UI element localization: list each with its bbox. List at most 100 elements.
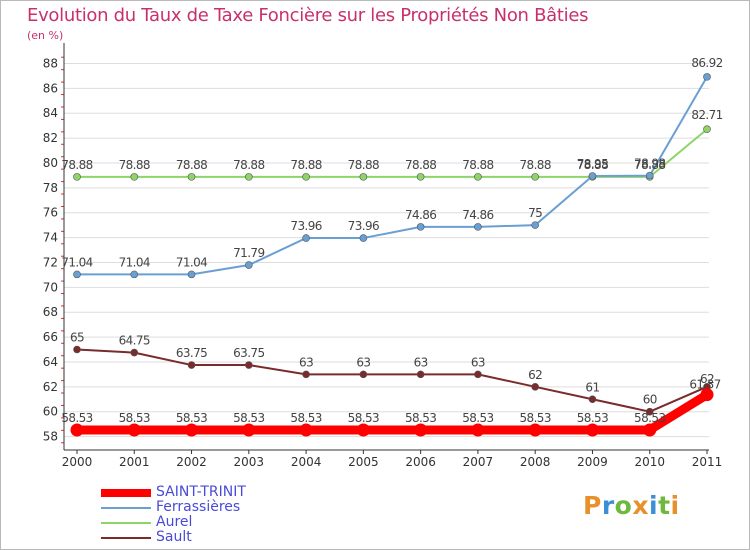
legend-swatch <box>101 506 151 509</box>
data-label: 74.86 <box>462 208 493 222</box>
data-point <box>302 234 310 242</box>
data-point <box>302 173 310 181</box>
legend-label: Ferrassières <box>156 499 241 515</box>
data-point <box>299 423 313 437</box>
data-label: 62 <box>528 368 542 382</box>
data-point <box>588 395 597 404</box>
data-label: 61 <box>585 380 599 394</box>
chart-title: Evolution du Taux de Taxe Foncière sur l… <box>27 5 589 26</box>
x-tick-label: 2002 <box>176 455 207 469</box>
data-label: 78.88 <box>577 158 608 172</box>
y-tick-label: 82 <box>43 131 58 145</box>
data-point <box>531 221 539 229</box>
data-label: 58.53 <box>634 411 665 425</box>
data-point <box>416 173 425 181</box>
data-point <box>130 270 139 279</box>
y-tick-label: 70 <box>43 280 58 294</box>
data-point <box>73 173 81 181</box>
data-point <box>474 173 482 181</box>
data-point <box>130 173 139 181</box>
data-label: 71.79 <box>233 246 264 260</box>
y-tick-label: 74 <box>43 231 58 245</box>
data-point <box>187 173 196 181</box>
data-point <box>302 370 310 379</box>
x-tick-label: 2000 <box>62 455 93 469</box>
data-point <box>70 423 84 437</box>
data-label: 58.53 <box>577 411 608 425</box>
data-label: 78.88 <box>405 158 436 172</box>
data-label: 82.71 <box>691 108 722 122</box>
legend-label: Aurel <box>156 514 193 530</box>
y-tick-label: 62 <box>43 380 58 394</box>
data-label: 78.88 <box>119 158 150 172</box>
data-label: 58.53 <box>290 411 321 425</box>
data-point <box>245 361 253 369</box>
data-label: 65 <box>70 331 84 345</box>
data-label: 60 <box>643 393 657 407</box>
logo-letter: o <box>614 491 633 520</box>
data-label: 58.53 <box>348 411 379 425</box>
x-tick-label: 2007 <box>463 455 494 469</box>
legend-label: SAINT-TRINIT <box>156 484 246 500</box>
data-label: 86.92 <box>691 56 722 70</box>
y-tick-label: 60 <box>43 405 58 419</box>
data-label: 64.75 <box>119 334 150 348</box>
data-label: 71.04 <box>119 255 150 269</box>
data-point <box>703 73 711 81</box>
data-point <box>245 261 253 269</box>
data-label: 58.53 <box>233 411 264 425</box>
x-tick-label: 2010 <box>634 455 665 469</box>
data-label: 58.53 <box>405 411 436 425</box>
data-label: 78.88 <box>61 158 92 172</box>
data-point <box>359 234 368 242</box>
data-point <box>474 223 482 231</box>
logo-letter: P <box>583 491 602 520</box>
logo-letter: i <box>649 491 659 520</box>
data-point <box>416 223 425 231</box>
series-line-ferrassi-res <box>76 75 708 276</box>
data-point <box>643 423 657 437</box>
series-line-aurel <box>76 128 708 178</box>
data-label: 71.04 <box>61 255 92 269</box>
data-point <box>703 125 711 134</box>
data-point <box>528 423 542 437</box>
data-label: 63.75 <box>233 346 264 360</box>
data-label: 61.37 <box>689 378 720 392</box>
data-point <box>245 173 253 181</box>
y-tick-label: 68 <box>43 305 58 319</box>
data-label: 78.88 <box>290 158 321 172</box>
x-tick-label: 2003 <box>234 455 265 469</box>
y-tick-label: 64 <box>43 355 58 369</box>
data-point <box>73 345 81 354</box>
data-point <box>356 423 370 437</box>
x-tick-label: 2001 <box>119 455 150 469</box>
data-point <box>585 423 599 437</box>
data-label: 58.53 <box>61 411 92 425</box>
data-label: 78.88 <box>176 158 207 172</box>
legend-item: SAINT-TRINIT <box>101 485 246 500</box>
data-label: 75 <box>528 206 542 220</box>
data-label: 78.88 <box>462 158 493 172</box>
x-tick-label: 2005 <box>348 455 379 469</box>
legend-swatch <box>101 488 151 497</box>
data-label: 74.86 <box>405 208 436 222</box>
y-tick-label: 58 <box>43 430 58 444</box>
y-tick-label: 76 <box>43 206 58 220</box>
data-point <box>471 423 485 437</box>
logo-letter: i <box>670 491 680 520</box>
data-label: 58.53 <box>520 411 551 425</box>
data-label: 63 <box>299 355 313 369</box>
legend-swatch <box>101 536 151 539</box>
data-label: 63.75 <box>176 346 207 360</box>
data-point <box>474 370 482 379</box>
data-point <box>359 370 368 379</box>
data-label: 62 <box>700 372 714 386</box>
data-label: 78.95 <box>577 157 608 171</box>
data-point <box>414 423 428 437</box>
series-line-saint-trinit <box>72 390 712 435</box>
data-point <box>416 370 425 379</box>
data-point <box>700 388 714 402</box>
legend-label: Sault <box>156 529 192 545</box>
logo-letter: t <box>658 491 671 520</box>
